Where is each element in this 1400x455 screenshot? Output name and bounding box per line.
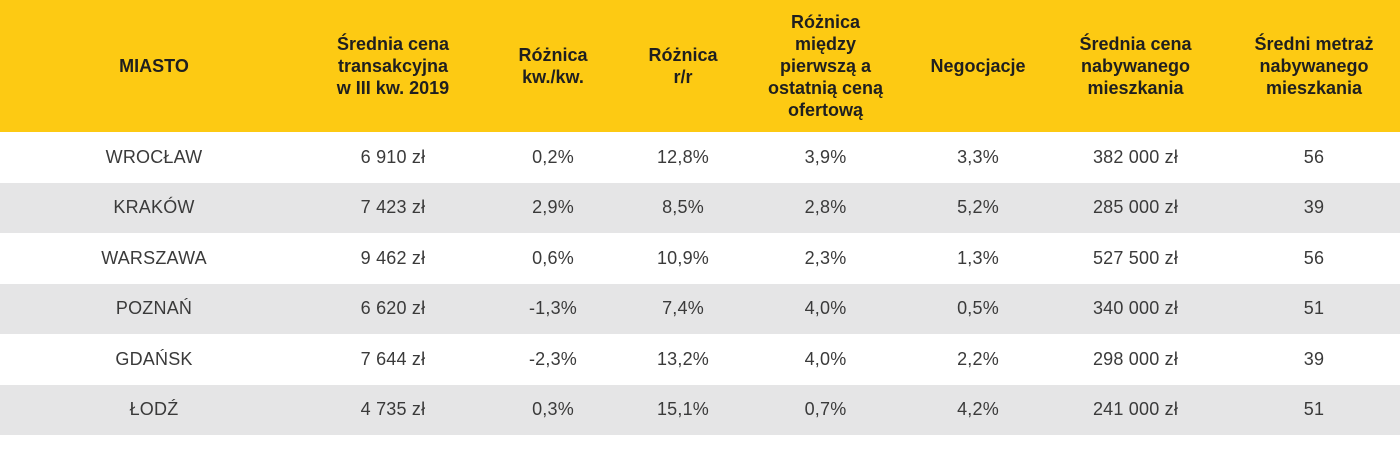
qoq-change-cell: 0,2% — [478, 132, 628, 183]
avg-apartment-area-cell: 56 — [1228, 132, 1400, 183]
avg-apartment-area-cell: 39 — [1228, 182, 1400, 233]
offer-price-difference-cell: 2,3% — [738, 233, 913, 284]
negotiations-cell: 0,5% — [913, 283, 1043, 334]
table-row: POZNAŃ 6 620 zł -1,3% 7,4% 4,0% 0,5% 340… — [0, 283, 1400, 334]
offer-price-difference-cell: 3,9% — [738, 132, 913, 183]
header-negotiations: Negocjacje — [913, 0, 1043, 132]
header-offer-price-difference: Różnica między pierwszą a ostatnią ceną … — [738, 0, 913, 132]
header-row: MIASTO Średnia cena transakcyjna w III k… — [0, 0, 1400, 132]
header-avg-transaction-price: Średnia cena transakcyjna w III kw. 2019 — [308, 0, 478, 132]
city-price-table: MIASTO Średnia cena transakcyjna w III k… — [0, 0, 1400, 435]
negotiations-cell: 1,3% — [913, 233, 1043, 284]
offer-price-difference-cell: 4,0% — [738, 283, 913, 334]
negotiations-cell: 3,3% — [913, 132, 1043, 183]
avg-apartment-price-cell: 382 000 zł — [1043, 132, 1228, 183]
qoq-change-cell: 0,6% — [478, 233, 628, 284]
avg-apartment-price-cell: 298 000 zł — [1043, 334, 1228, 385]
avg-transaction-price-cell: 4 735 zł — [308, 384, 478, 435]
header-qoq-change: Różnica kw./kw. — [478, 0, 628, 132]
negotiations-cell: 2,2% — [913, 334, 1043, 385]
table-row: KRAKÓW 7 423 zł 2,9% 8,5% 2,8% 5,2% 285 … — [0, 182, 1400, 233]
avg-transaction-price-cell: 6 620 zł — [308, 283, 478, 334]
qoq-change-cell: -2,3% — [478, 334, 628, 385]
header-avg-apartment-area: Średni metraż nabywanego mieszkania — [1228, 0, 1400, 132]
yoy-change-cell: 13,2% — [628, 334, 738, 385]
yoy-change-cell: 10,9% — [628, 233, 738, 284]
avg-apartment-price-cell: 527 500 zł — [1043, 233, 1228, 284]
avg-apartment-price-cell: 241 000 zł — [1043, 384, 1228, 435]
city-cell: GDAŃSK — [0, 334, 308, 385]
offer-price-difference-cell: 4,0% — [738, 334, 913, 385]
header-avg-apartment-price: Średnia cena nabywanego mieszkania — [1043, 0, 1228, 132]
city-cell: ŁODŹ — [0, 384, 308, 435]
yoy-change-cell: 7,4% — [628, 283, 738, 334]
yoy-change-cell: 12,8% — [628, 132, 738, 183]
avg-transaction-price-cell: 7 423 zł — [308, 182, 478, 233]
offer-price-difference-cell: 2,8% — [738, 182, 913, 233]
table-row: ŁODŹ 4 735 zł 0,3% 15,1% 0,7% 4,2% 241 0… — [0, 384, 1400, 435]
avg-apartment-area-cell: 39 — [1228, 334, 1400, 385]
avg-transaction-price-cell: 6 910 zł — [308, 132, 478, 183]
avg-apartment-area-cell: 51 — [1228, 384, 1400, 435]
yoy-change-cell: 8,5% — [628, 182, 738, 233]
table-row: WROCŁAW 6 910 zł 0,2% 12,8% 3,9% 3,3% 38… — [0, 132, 1400, 183]
avg-transaction-price-cell: 7 644 zł — [308, 334, 478, 385]
avg-apartment-price-cell: 340 000 zł — [1043, 283, 1228, 334]
city-cell: WARSZAWA — [0, 233, 308, 284]
negotiations-cell: 4,2% — [913, 384, 1043, 435]
city-cell: WROCŁAW — [0, 132, 308, 183]
avg-transaction-price-cell: 9 462 zł — [308, 233, 478, 284]
city-cell: KRAKÓW — [0, 182, 308, 233]
yoy-change-cell: 15,1% — [628, 384, 738, 435]
avg-apartment-area-cell: 51 — [1228, 283, 1400, 334]
avg-apartment-area-cell: 56 — [1228, 233, 1400, 284]
table-row: GDAŃSK 7 644 zł -2,3% 13,2% 4,0% 2,2% 29… — [0, 334, 1400, 385]
table-row: WARSZAWA 9 462 zł 0,6% 10,9% 2,3% 1,3% 5… — [0, 233, 1400, 284]
offer-price-difference-cell: 0,7% — [738, 384, 913, 435]
header-yoy-change: Różnica r/r — [628, 0, 738, 132]
city-cell: POZNAŃ — [0, 283, 308, 334]
negotiations-cell: 5,2% — [913, 182, 1043, 233]
qoq-change-cell: 2,9% — [478, 182, 628, 233]
avg-apartment-price-cell: 285 000 zł — [1043, 182, 1228, 233]
qoq-change-cell: 0,3% — [478, 384, 628, 435]
header-city: MIASTO — [0, 0, 308, 132]
qoq-change-cell: -1,3% — [478, 283, 628, 334]
